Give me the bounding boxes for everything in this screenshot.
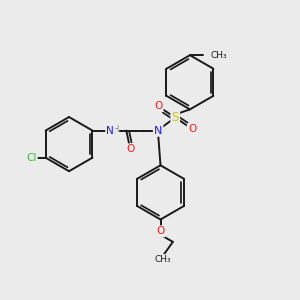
- Text: O: O: [154, 101, 163, 111]
- Text: CH₃: CH₃: [154, 255, 171, 264]
- Text: N: N: [106, 126, 114, 136]
- Text: S: S: [172, 111, 179, 124]
- Text: H: H: [112, 125, 118, 134]
- Text: CH₃: CH₃: [211, 51, 227, 60]
- Text: O: O: [156, 226, 165, 236]
- Text: O: O: [188, 124, 196, 134]
- Text: O: O: [127, 144, 135, 154]
- Text: N: N: [154, 126, 162, 136]
- Text: Cl: Cl: [26, 153, 37, 163]
